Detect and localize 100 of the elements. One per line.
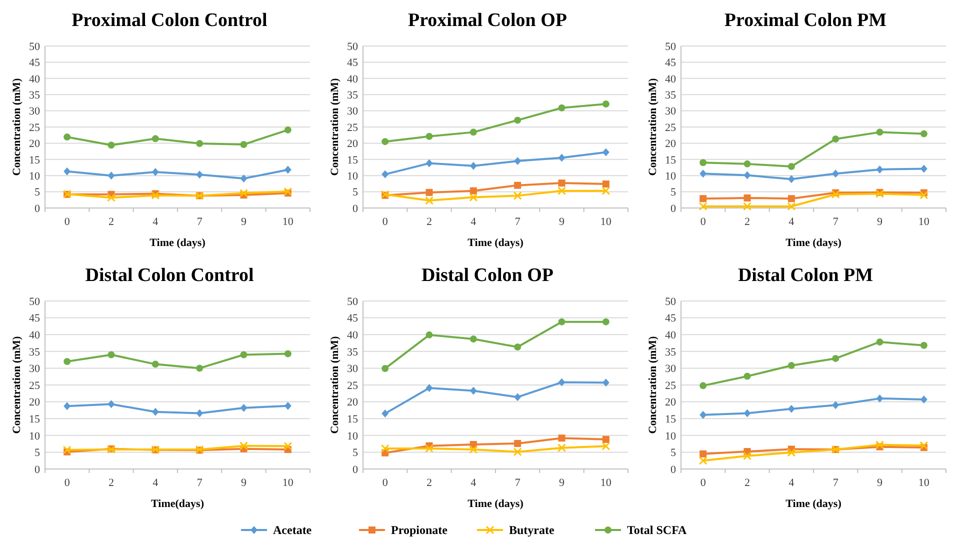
chart-title: Proximal Colon Control [72,10,268,31]
point [920,342,928,349]
point [876,338,884,346]
point [470,162,477,170]
point [196,409,204,418]
y-tick-label: 0 [34,464,40,476]
point [513,448,522,456]
y-tick-label: 45 [347,57,358,70]
x-tick-label: 0 [64,477,70,489]
y-tick-label: 45 [347,312,358,325]
point [876,440,884,450]
point [469,445,478,454]
point [514,440,522,447]
y-tick-label: 15 [665,413,676,426]
x-tick-label: 10 [918,477,930,489]
point [108,400,115,408]
y-tick-label: 50 [29,296,40,308]
point [831,190,840,199]
point [108,172,115,180]
point [558,154,566,162]
y-tick-label: 0 [352,202,358,215]
point [470,386,477,395]
y-tick-label: 5 [670,447,676,460]
point [788,195,795,202]
y-tick-label: 0 [670,202,676,215]
y-axis-title: Concentration (mM) [647,336,659,434]
x-tick-label: 0 [64,216,70,228]
point [514,182,522,189]
point [602,180,610,188]
y-tick-label: 25 [347,122,358,134]
y-tick-label: 35 [29,89,40,102]
point [196,140,204,148]
x-tick-label: 7 [196,216,203,228]
x-tick-label: 9 [241,477,247,489]
x-axis-title: Time (days) [786,498,842,510]
point [832,170,840,178]
point [514,157,522,166]
y-tick-label: 25 [665,380,676,392]
point [700,450,707,458]
point [602,442,610,450]
legend-label: Propionate [391,523,448,538]
point [602,186,610,196]
x-tick-label: 4 [152,477,159,489]
y-tick-label: 40 [665,329,676,342]
y-tick-label: 25 [29,122,40,134]
y-tick-label: 30 [29,363,40,376]
point [920,164,928,173]
point [107,193,116,202]
point [64,402,71,410]
y-tick-label: 35 [665,346,676,358]
x-tick-label: 7 [514,216,521,228]
point [920,395,928,404]
y-tick-label: 40 [347,73,358,86]
y-tick-label: 5 [352,447,358,460]
point [152,135,159,142]
point [788,404,795,413]
x-tick-label: 2 [108,477,114,489]
chart-title: Distal Colon OP [422,265,554,286]
y-tick-label: 5 [34,186,40,199]
point [196,170,204,179]
x-tick-label: 2 [744,216,750,228]
y-tick-label: 10 [29,430,40,442]
point [700,159,707,166]
x-axis-title: Time (days) [468,237,524,249]
y-tick-label: 0 [352,464,358,476]
x-tick-label: 0 [382,216,388,228]
point [240,351,248,358]
point [700,410,707,419]
point [425,444,434,453]
point [514,116,522,124]
point [602,436,610,443]
x-tick-label: 4 [152,216,159,228]
y-tick-label: 30 [665,106,676,118]
point [602,378,610,387]
x-tick-label: 2 [426,477,432,489]
point [64,167,71,176]
point [426,331,433,338]
y-tick-label: 40 [29,329,40,342]
y-tick-label: 10 [29,170,40,182]
y-tick-label: 5 [352,186,358,199]
legend-label: Total SCFA [627,523,688,538]
point [558,378,566,386]
y-tick-label: 40 [665,73,676,86]
point [514,344,522,351]
point [744,160,751,168]
point [470,128,477,136]
y-tick-label: 20 [665,396,676,409]
point [700,170,707,178]
point [240,188,248,198]
x-tick-label: 7 [832,477,839,489]
x-tick-label: 9 [877,477,883,489]
point [920,190,928,200]
point [240,442,248,450]
chart-title: Proximal Colon PM [724,10,887,31]
x-tick-label: 10 [918,216,930,228]
point [787,202,796,211]
point [64,358,71,365]
y-tick-label: 50 [665,296,676,308]
x-axis-title: Time(days) [151,498,204,510]
point [787,448,796,457]
